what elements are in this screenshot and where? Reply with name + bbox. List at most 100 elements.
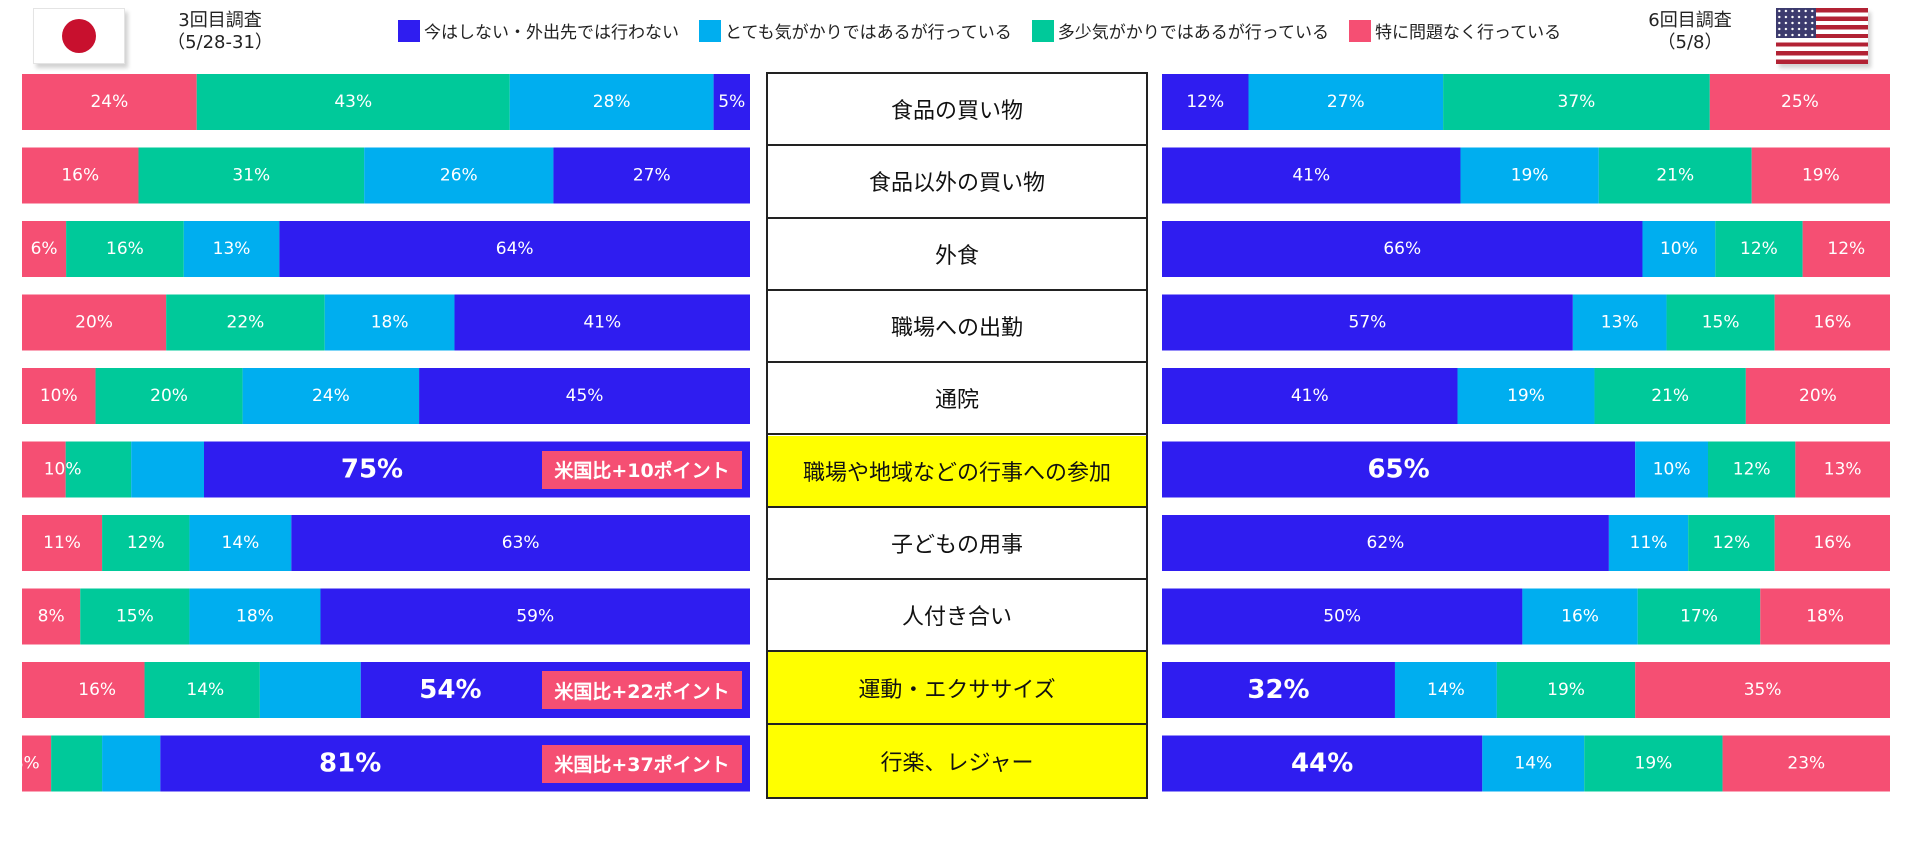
bar-value-label-right: 37% — [1558, 92, 1596, 112]
bar-value-label-left: 24% — [90, 92, 128, 112]
bar-value-label-right: 12% — [1186, 92, 1224, 112]
bar-segment-left — [279, 221, 750, 277]
category-label: 通院 — [768, 363, 1146, 436]
bar-segment-left — [320, 588, 750, 645]
bar-value-label-left: 10% — [40, 386, 78, 406]
bar-value-label-right: 19% — [1547, 680, 1585, 700]
bar-value-label-right: 41% — [1292, 166, 1330, 186]
bar-value-label-right: 16% — [1813, 533, 1851, 553]
bar-segment-left — [242, 368, 420, 424]
bar-segment-left — [183, 221, 280, 277]
bar-value-label-left: 14% — [222, 533, 260, 553]
bar-segment-left — [22, 662, 145, 718]
bar-value-label-right: 44% — [1291, 749, 1353, 779]
bar-segment-right — [1443, 74, 1710, 130]
bar-value-label-right: 10% — [1660, 239, 1698, 259]
bar-segment-left — [51, 735, 103, 792]
legend-item-no-problem: 特に問題なく行っている — [1348, 18, 1562, 43]
bar-segment-left — [259, 662, 361, 718]
bar-segment-left — [22, 441, 66, 498]
bar-segment-left — [144, 662, 260, 718]
bar-value-label-left: 11% — [43, 533, 81, 553]
japan-flag-disc — [62, 19, 96, 53]
legend-item-not-going: 今はしない・外出先では行わない — [398, 18, 679, 43]
bar-segment-left — [196, 74, 510, 130]
bar-segment-right — [1457, 368, 1595, 424]
legend-swatch-no-problem — [1348, 19, 1371, 42]
bar-value-label-right: 18% — [1806, 607, 1844, 627]
legend-label-somewhat-worried: 多少気がかりではあるが行っている — [1057, 23, 1329, 43]
bar-segment-right — [1394, 662, 1497, 718]
bar-value-label-left: 28% — [593, 92, 631, 112]
japan-flag-icon — [33, 8, 125, 64]
bar-value-label-right: 14% — [1427, 680, 1465, 700]
bar-segment-right — [1722, 735, 1890, 792]
bar-value-label-right: 27% — [1327, 92, 1365, 112]
bar-segment-right — [1248, 74, 1444, 130]
bar-value-label-right: 66% — [1383, 239, 1421, 259]
legend-item-very-worried: とても気がかりではあるが行っている — [699, 18, 1012, 43]
bar-segment-left — [102, 735, 161, 792]
bar-value-label-left: 59% — [516, 607, 554, 627]
bar-value-label-right: 23% — [1787, 754, 1825, 774]
bar-value-label-right: 57% — [1349, 313, 1387, 333]
bar-segment-left — [454, 294, 750, 351]
bar-value-label-left: 5% — [718, 92, 745, 112]
bar-segment-right — [1162, 147, 1461, 204]
bar-segment-left — [22, 221, 67, 277]
bar-value-label-left: 12% — [127, 533, 165, 553]
bar-value-label-left: 75% — [341, 455, 403, 485]
bar-segment-left — [131, 441, 204, 498]
us-flag-canton — [1776, 8, 1816, 38]
bar-segment-left — [22, 147, 139, 204]
bar-segment-right — [1715, 221, 1803, 277]
legend-swatch-not-going — [398, 19, 420, 42]
bar-segment-left — [138, 147, 365, 204]
bar-value-label-left: 13% — [213, 239, 251, 259]
bar-segment-left — [22, 588, 81, 645]
legend-item-somewhat-worried: 多少気がかりではあるが行っている — [1031, 18, 1329, 43]
bar-value-label-left: 22% — [227, 313, 265, 333]
category-label: 運動・エクササイズ — [768, 652, 1146, 725]
bar-value-label-right: 15% — [1702, 313, 1740, 333]
legend-label-no-problem: 特に問題なく行っている — [1374, 23, 1562, 43]
bar-segment-right — [1162, 221, 1643, 277]
bar-segment-right — [1162, 735, 1483, 792]
legend-swatch-very-worried — [699, 19, 721, 42]
bar-segment-right — [1162, 662, 1395, 718]
bar-segment-left — [509, 74, 714, 130]
bar-value-label-right: 19% — [1511, 166, 1549, 186]
survey-right-line1: 6回目調査 — [1648, 10, 1732, 31]
bar-value-label-right: 12% — [1733, 460, 1771, 480]
bar-value-label-right: 13% — [1824, 460, 1862, 480]
bar-value-label-right: 50% — [1323, 607, 1361, 627]
bar-segment-right — [1688, 515, 1775, 571]
comparison-callout: 米国比+37ポイント — [542, 744, 742, 783]
bar-segment-right — [1162, 515, 1609, 571]
bar-value-label-left: 81% — [319, 749, 381, 779]
bar-segment-left — [553, 147, 750, 204]
bar-value-label-left: 41% — [583, 313, 621, 333]
bar-segment-left — [65, 441, 132, 498]
legend-label-very-worried: とても気がかりではあるが行っている — [725, 23, 1012, 43]
category-label: 食品の買い物 — [768, 74, 1146, 147]
bar-segment-right — [1482, 735, 1585, 792]
bar-segment-right — [1162, 294, 1573, 351]
bar-segment-right — [1637, 588, 1761, 645]
bar-segment-left — [102, 515, 190, 571]
bar-value-label-right: 14% — [1514, 754, 1552, 774]
bar-value-label-left: 54% — [419, 675, 481, 705]
bar-value-label-left: 31% — [232, 166, 270, 186]
bar-value-label-right: 16% — [1561, 607, 1599, 627]
bar-segment-right — [1666, 294, 1775, 351]
bar-value-label-left: 20% — [75, 313, 113, 333]
bar-segment-right — [1162, 588, 1523, 645]
bar-value-label-left: 45% — [566, 386, 604, 406]
bar-value-label-right: 62% — [1367, 533, 1405, 553]
bar-segment-right — [1795, 441, 1890, 498]
bar-value-label-right: 32% — [1247, 675, 1309, 705]
survey-left-line1: 3回目調査 — [178, 10, 262, 31]
bar-value-label-right: 41% — [1291, 386, 1329, 406]
bar-segment-right — [1642, 221, 1716, 277]
bar-value-label-left: 15% — [116, 607, 154, 627]
